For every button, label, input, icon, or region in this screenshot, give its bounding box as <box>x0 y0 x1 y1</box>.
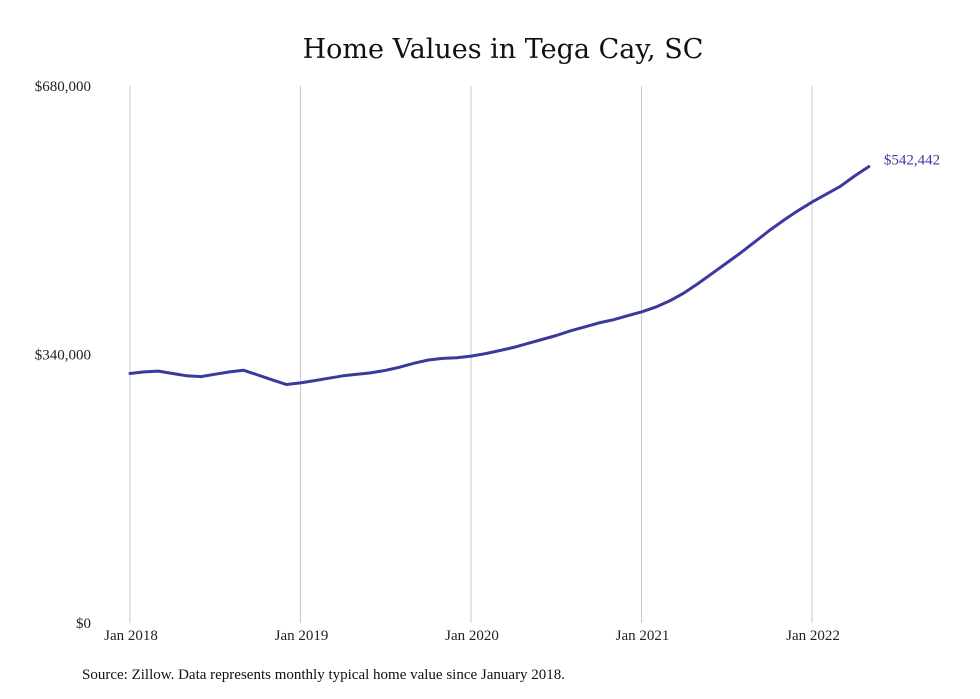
gridlines <box>129 86 813 623</box>
data-point <box>683 291 686 294</box>
data-point <box>597 321 600 324</box>
chart-title: Home Values in Tega Cay, SC <box>303 34 704 65</box>
data-point <box>725 261 728 264</box>
data-point <box>157 370 160 373</box>
data-point <box>399 366 402 369</box>
data-point <box>455 356 458 359</box>
source-note: Source: Zillow. Data represents monthly … <box>82 667 566 683</box>
data-point <box>569 329 572 332</box>
data-point <box>356 373 359 376</box>
data-point <box>697 282 700 285</box>
data-point <box>796 209 799 212</box>
data-point <box>129 372 132 375</box>
data-point <box>654 306 657 309</box>
x-tick-label: Jan 2019 <box>275 628 329 644</box>
data-point <box>740 251 743 254</box>
y-tick-label: $340,000 <box>35 348 91 364</box>
data-point <box>711 272 714 275</box>
x-axis-ticks: Jan 2018 Jan 2019 Jan 2020 Jan 2021 Jan 2022 <box>104 628 840 644</box>
data-point <box>470 355 473 358</box>
data-point <box>256 374 259 377</box>
data-point <box>867 165 870 168</box>
y-tick-label: $680,000 <box>35 79 91 95</box>
x-tick-label: Jan 2022 <box>786 628 840 644</box>
data-point <box>612 318 615 321</box>
data-point <box>541 338 544 341</box>
data-point <box>811 201 814 204</box>
data-point <box>640 310 643 313</box>
data-point <box>413 362 416 365</box>
x-tick-label: Jan 2018 <box>104 628 158 644</box>
data-point <box>271 378 274 381</box>
data-point <box>782 219 785 222</box>
data-point <box>143 370 146 373</box>
data-point <box>668 299 671 302</box>
data-point <box>370 371 373 374</box>
data-point <box>299 381 302 384</box>
data-point <box>242 369 245 372</box>
data-point <box>555 334 558 337</box>
data-point <box>427 359 430 362</box>
data-point <box>484 352 487 355</box>
data-point <box>171 372 174 375</box>
data-point <box>228 370 231 373</box>
y-axis-ticks: $0 $340,000 $680,000 <box>35 79 91 632</box>
data-point <box>583 325 586 328</box>
data-point <box>185 374 188 377</box>
data-point <box>626 314 629 317</box>
data-point <box>512 346 515 349</box>
data-point <box>526 342 529 345</box>
data-point <box>853 175 856 178</box>
data-point <box>825 193 828 196</box>
data-point <box>200 375 203 378</box>
data-point <box>768 229 771 232</box>
data-point <box>327 377 330 380</box>
series-layer <box>128 165 871 386</box>
data-point <box>214 373 217 376</box>
data-point <box>441 357 444 360</box>
data-point <box>384 369 387 372</box>
x-tick-label: Jan 2020 <box>445 628 499 644</box>
data-point <box>839 185 842 188</box>
data-point <box>754 240 757 243</box>
x-tick-label: Jan 2021 <box>616 628 670 644</box>
y-tick-label: $0 <box>76 616 91 632</box>
data-point <box>342 374 345 377</box>
last-value-label: $542,442 <box>884 153 940 169</box>
home-value-line <box>128 165 871 386</box>
data-point <box>498 349 501 352</box>
data-point <box>285 383 288 386</box>
data-point <box>313 379 316 382</box>
